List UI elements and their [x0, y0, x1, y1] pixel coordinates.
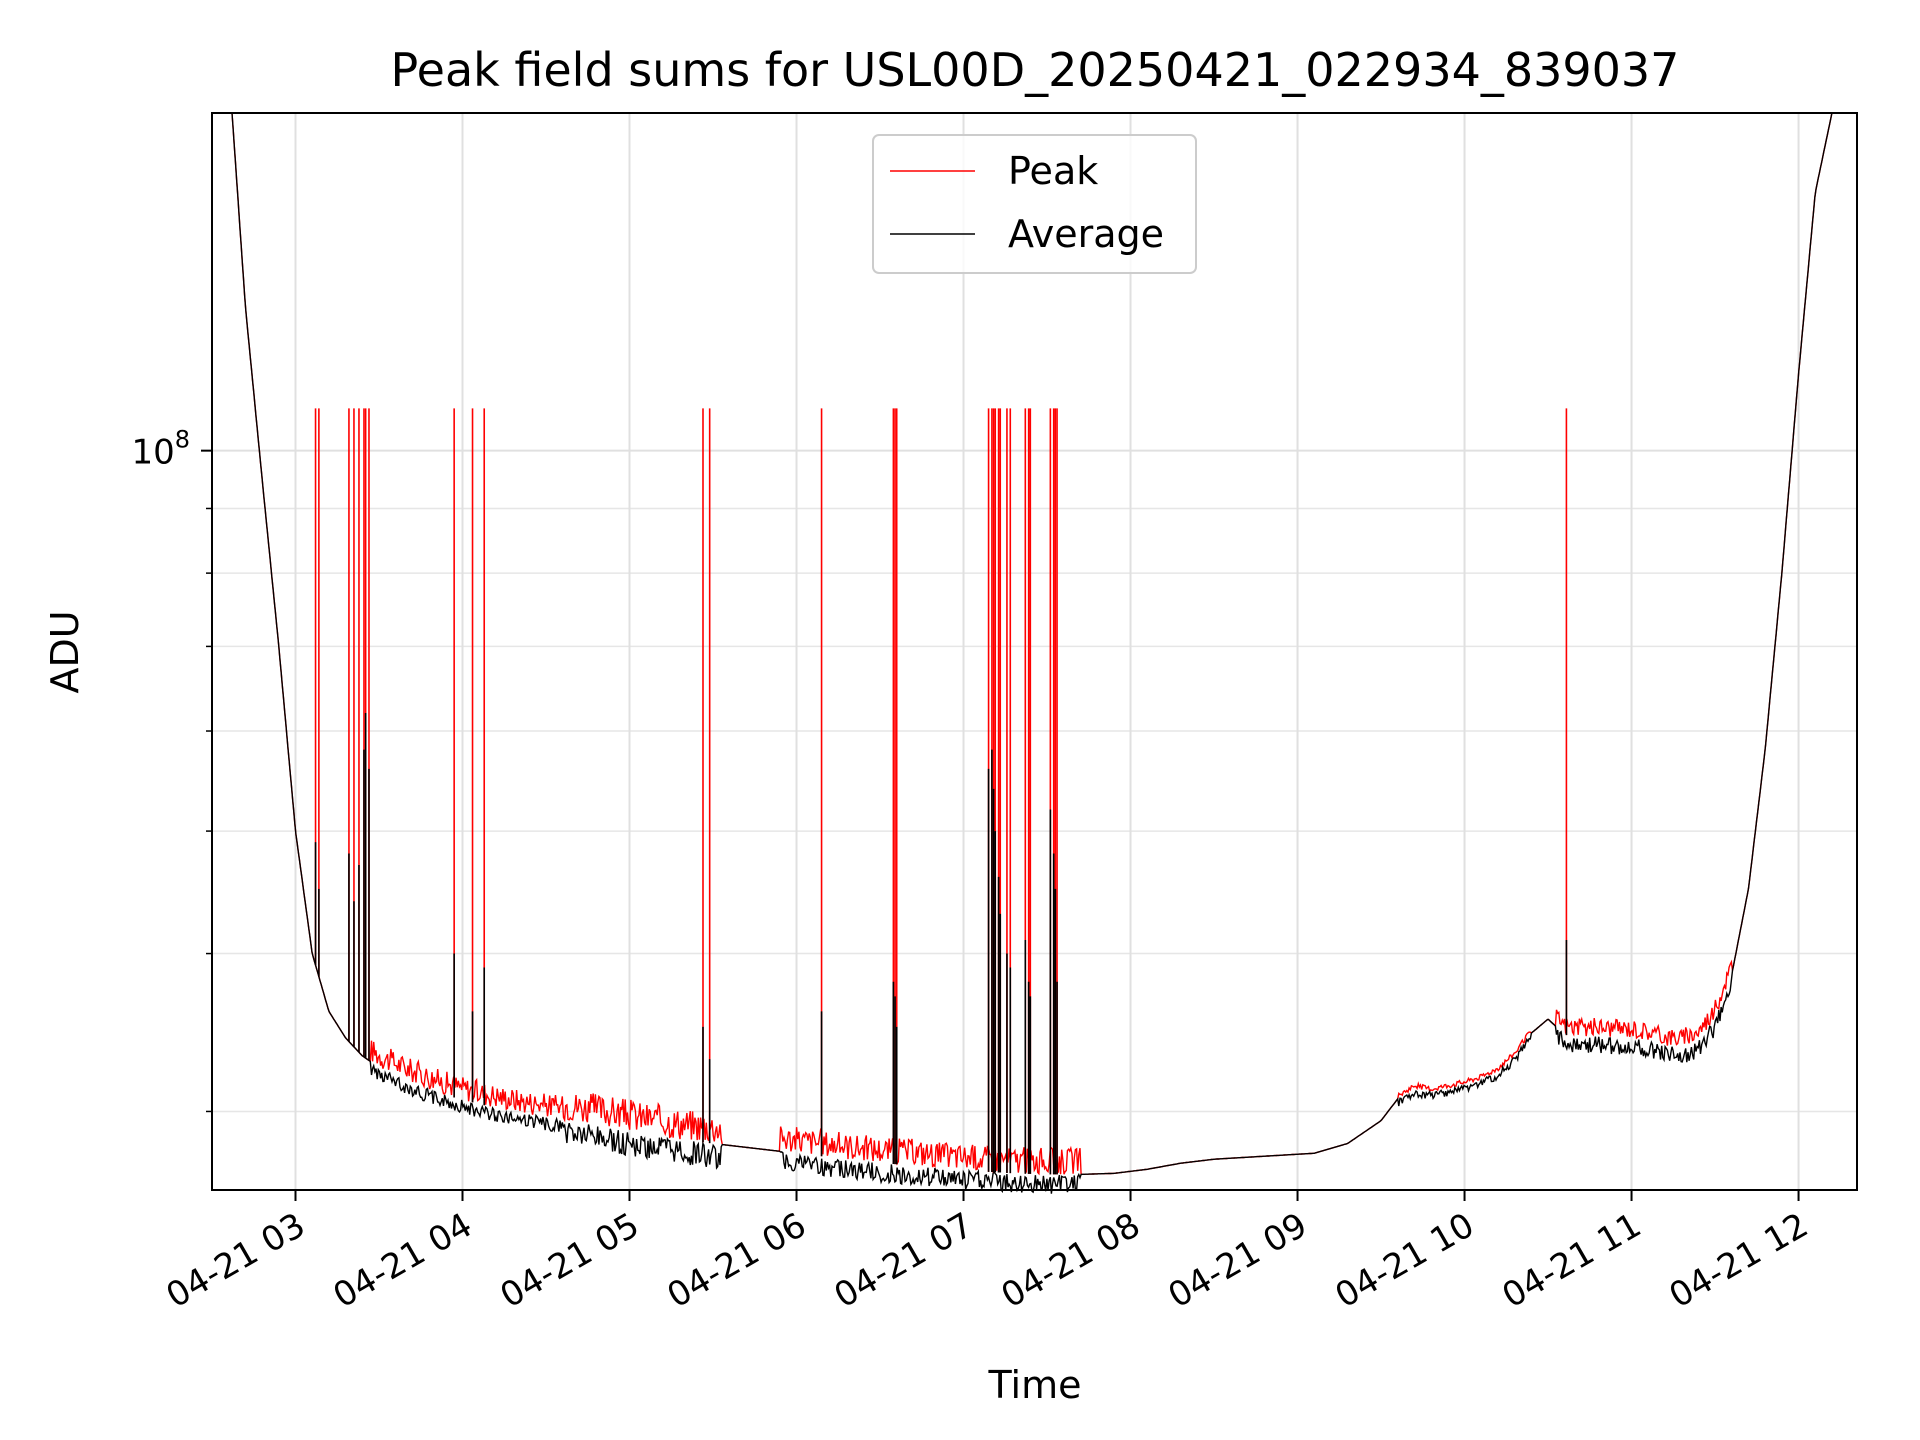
series-line-average: [231, 112, 1833, 1194]
series-area: [231, 112, 1833, 1194]
legend: Peak Average: [872, 134, 1197, 274]
series-line-peak: [231, 112, 1833, 1176]
legend-box: [872, 134, 1197, 274]
legend-label-peak: Peak: [1008, 149, 1098, 193]
y-axis-label: ADU: [43, 610, 87, 693]
chart-title: Peak field sums for USL00D_20250421_0229…: [391, 43, 1680, 97]
grid: [212, 113, 1857, 1190]
x-axis-label: Time: [988, 1363, 1082, 1407]
plot-frame: [211, 112, 1858, 1191]
legend-label-average: Average: [1008, 212, 1164, 256]
